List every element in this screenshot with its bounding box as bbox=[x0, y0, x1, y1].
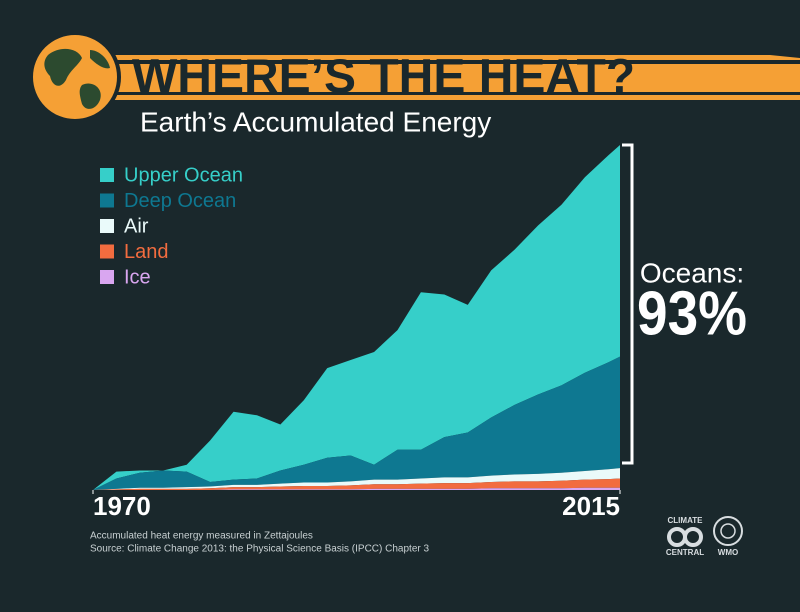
legend-swatch bbox=[100, 270, 114, 284]
area bbox=[93, 468, 620, 490]
x-tick-label: 2015 bbox=[562, 491, 620, 521]
legend-swatch bbox=[100, 193, 114, 208]
annotation-label: Oceans: bbox=[640, 257, 744, 288]
note: Source: Climate Change 2013: the Physica… bbox=[90, 544, 429, 555]
legend-label: Ice bbox=[124, 266, 151, 288]
annotation-value: 93% bbox=[637, 279, 747, 348]
note: Accumulated heat energy measured in Zett… bbox=[90, 531, 313, 542]
legend-label: Deep Ocean bbox=[124, 190, 236, 212]
area bbox=[93, 356, 620, 490]
plot-area bbox=[93, 145, 620, 490]
x-tick-label: 1970 bbox=[93, 491, 151, 521]
legend-swatch bbox=[100, 219, 114, 233]
title-banner bbox=[80, 55, 800, 100]
legend-label: Upper Ocean bbox=[124, 164, 243, 186]
legend-swatch bbox=[100, 244, 114, 259]
logo-text: CLIMATE bbox=[668, 516, 704, 525]
chart-title: WHERE’S THE HEAT? bbox=[132, 51, 635, 104]
chart-subtitle: Earth’s Accumulated Energy bbox=[140, 106, 491, 137]
legend-label: Air bbox=[124, 215, 149, 237]
bracket bbox=[622, 143, 634, 465]
logo-text: CENTRAL bbox=[666, 548, 704, 557]
banner-stripe bbox=[80, 92, 800, 95]
climate-central-logo: CLIMATE CENTRAL bbox=[666, 516, 704, 557]
banner-stripe bbox=[80, 60, 800, 64]
wmo-logo: WMO bbox=[713, 516, 743, 557]
legend-swatch bbox=[100, 168, 114, 182]
globe-icon bbox=[29, 31, 121, 123]
area bbox=[93, 478, 620, 490]
logo-text: WMO bbox=[718, 548, 738, 557]
area bbox=[93, 487, 620, 490]
area bbox=[93, 145, 620, 490]
legend-label: Land bbox=[124, 241, 169, 263]
